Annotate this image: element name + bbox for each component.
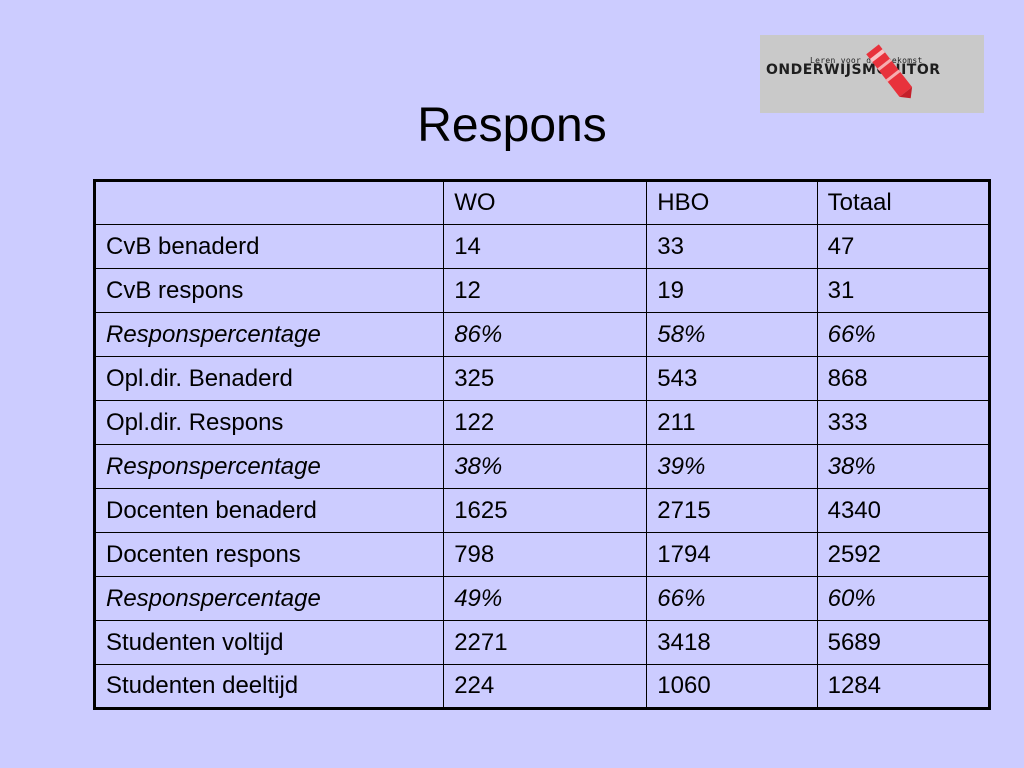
table-row: CvB respons 12 19 31 [93,268,991,313]
wo-cell: 2271 [443,620,648,665]
totaal-cell: 868 [816,356,991,401]
hbo-cell: 19 [646,268,818,313]
table-row: Studenten voltijd 2271 3418 5689 [93,620,991,665]
table-row: Docenten benaderd 1625 2715 4340 [93,488,991,533]
respons-table: WO HBO Totaal CvB benaderd 14 33 47 CvB resp… [93,179,991,710]
onderwijsmonitor-logo: Leren voor de toekomst ONDERWIJSMONITOR [760,35,984,113]
hbo-cell: 543 [646,356,818,401]
wo-cell: 86% [443,312,648,357]
totaal-cell: 38% [816,444,991,489]
wo-cell: 1625 [443,488,648,533]
hbo-cell: 211 [646,400,818,445]
table-row: CvB benaderd 14 33 47 [93,224,991,269]
wo-cell: 14 [443,224,648,269]
table-header-row: WO HBO Totaal [93,180,991,225]
hbo-cell: 33 [646,224,818,269]
row-label-cell: Opl.dir. Respons [93,400,445,445]
wo-cell: 798 [443,532,648,577]
totaal-cell: 47 [816,224,991,269]
totaal-cell: 333 [816,400,991,445]
table-row: Responspercentage 38% 39% 38% [93,444,991,489]
row-label-cell: CvB benaderd [93,224,445,269]
wo-cell: 38% [443,444,648,489]
row-label-cell: Studenten deeltijd [93,664,445,709]
hbo-cell: 58% [646,312,818,357]
row-label-cell: Responspercentage [93,444,445,489]
table-row: Opl.dir. Benaderd 325 543 868 [93,356,991,401]
hbo-cell: 2715 [646,488,818,533]
wo-cell: 12 [443,268,648,313]
totaal-cell: 1284 [816,664,991,709]
wo-cell: 122 [443,400,648,445]
hbo-cell: 39% [646,444,818,489]
wo-cell: 49% [443,576,648,621]
totaal-cell: 60% [816,576,991,621]
row-label-cell: Studenten voltijd [93,620,445,665]
table-row: Opl.dir. Respons 122 211 333 [93,400,991,445]
header-cell-totaal: Totaal [816,180,991,225]
totaal-cell: 4340 [816,488,991,533]
totaal-cell: 5689 [816,620,991,665]
totaal-cell: 31 [816,268,991,313]
row-label-cell: Docenten respons [93,532,445,577]
header-cell-wo: WO [443,180,648,225]
table-row: Docenten respons 798 1794 2592 [93,532,991,577]
totaal-cell: 2592 [816,532,991,577]
totaal-cell: 66% [816,312,991,357]
row-label-cell: Responspercentage [93,576,445,621]
table-row: Responspercentage 49% 66% 60% [93,576,991,621]
wo-cell: 224 [443,664,648,709]
row-label-cell: Responspercentage [93,312,445,357]
hbo-cell: 1060 [646,664,818,709]
logo-tagline: Leren voor de toekomst [810,56,923,65]
logo-pencil-icon [866,44,913,99]
hbo-cell: 66% [646,576,818,621]
header-cell-hbo: HBO [646,180,818,225]
row-label-cell: Opl.dir. Benaderd [93,356,445,401]
row-label-cell: Docenten benaderd [93,488,445,533]
row-label-cell: CvB respons [93,268,445,313]
hbo-cell: 1794 [646,532,818,577]
table-row: Studenten deeltijd 224 1060 1284 [93,664,991,709]
table-row: Responspercentage 86% 58% 66% [93,312,991,357]
header-cell-empty [93,180,445,225]
wo-cell: 325 [443,356,648,401]
slide-title: Respons [417,99,607,152]
hbo-cell: 3418 [646,620,818,665]
